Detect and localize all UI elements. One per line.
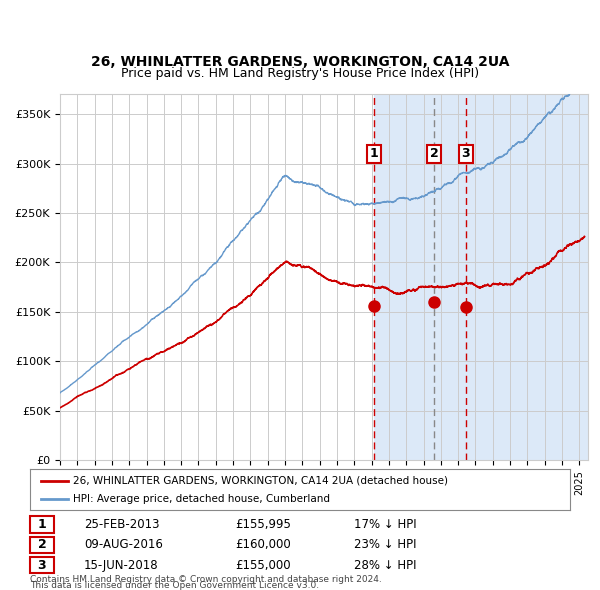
Text: 3: 3 [461,148,470,160]
Text: Contains HM Land Registry data © Crown copyright and database right 2024.: Contains HM Land Registry data © Crown c… [30,575,382,584]
Text: HPI: Average price, detached house, Cumberland: HPI: Average price, detached house, Cumb… [73,494,330,504]
Text: 2: 2 [430,148,439,160]
Text: 1: 1 [38,518,46,531]
FancyBboxPatch shape [30,558,54,573]
Text: Price paid vs. HM Land Registry's House Price Index (HPI): Price paid vs. HM Land Registry's House … [121,67,479,80]
Text: 3: 3 [38,559,46,572]
Text: £155,995: £155,995 [235,518,291,531]
Text: 23% ↓ HPI: 23% ↓ HPI [354,539,416,552]
Text: 28% ↓ HPI: 28% ↓ HPI [354,559,416,572]
Text: 17% ↓ HPI: 17% ↓ HPI [354,518,416,531]
FancyBboxPatch shape [30,516,54,533]
Text: 15-JUN-2018: 15-JUN-2018 [84,559,158,572]
Text: 25-FEB-2013: 25-FEB-2013 [84,518,160,531]
Text: 26, WHINLATTER GARDENS, WORKINGTON, CA14 2UA: 26, WHINLATTER GARDENS, WORKINGTON, CA14… [91,55,509,69]
Text: 1: 1 [370,148,379,160]
Text: 09-AUG-2016: 09-AUG-2016 [84,539,163,552]
Bar [374,94,600,460]
Text: 2: 2 [38,539,46,552]
Text: £155,000: £155,000 [235,559,291,572]
Text: This data is licensed under the Open Government Licence v3.0.: This data is licensed under the Open Gov… [30,581,319,590]
Text: 26, WHINLATTER GARDENS, WORKINGTON, CA14 2UA (detached house): 26, WHINLATTER GARDENS, WORKINGTON, CA14… [73,476,448,486]
FancyBboxPatch shape [30,537,54,553]
Text: £160,000: £160,000 [235,539,291,552]
